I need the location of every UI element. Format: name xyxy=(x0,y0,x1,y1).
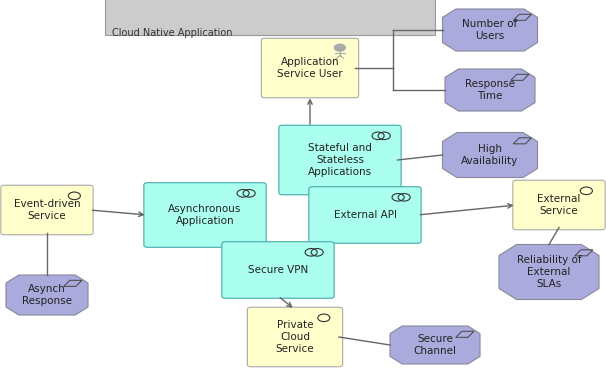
FancyBboxPatch shape xyxy=(1,185,93,235)
FancyBboxPatch shape xyxy=(222,242,334,298)
FancyBboxPatch shape xyxy=(247,307,342,367)
Circle shape xyxy=(335,44,345,51)
Text: Event-driven
Service: Event-driven Service xyxy=(14,199,81,221)
Text: Secure
Channel: Secure Channel xyxy=(413,334,456,356)
FancyBboxPatch shape xyxy=(261,38,359,98)
FancyBboxPatch shape xyxy=(144,183,266,247)
Text: Cloud Native Application: Cloud Native Application xyxy=(112,28,233,38)
Text: Secure VPN: Secure VPN xyxy=(248,265,308,275)
Polygon shape xyxy=(445,69,535,111)
Text: Asynch
Response: Asynch Response xyxy=(22,284,72,306)
Polygon shape xyxy=(442,133,538,178)
Text: Stateful and
Stateless
Applications: Stateful and Stateless Applications xyxy=(308,143,372,177)
Polygon shape xyxy=(390,326,480,364)
FancyBboxPatch shape xyxy=(279,125,401,195)
Polygon shape xyxy=(6,275,88,315)
Text: Asynchronous
Application: Asynchronous Application xyxy=(168,204,242,226)
Text: Response
Time: Response Time xyxy=(465,79,515,101)
Text: Application
Service User: Application Service User xyxy=(277,57,343,79)
FancyBboxPatch shape xyxy=(105,0,435,35)
Text: Reliability of
External
SLAs: Reliability of External SLAs xyxy=(517,256,581,288)
Text: External API: External API xyxy=(333,210,396,220)
FancyBboxPatch shape xyxy=(513,180,605,230)
Text: High
Availability: High Availability xyxy=(461,144,519,166)
Text: External
Service: External Service xyxy=(538,194,581,216)
Text: Private
Cloud
Service: Private Cloud Service xyxy=(276,321,315,353)
Text: Number of
Users: Number of Users xyxy=(462,19,518,41)
FancyBboxPatch shape xyxy=(309,187,421,243)
Polygon shape xyxy=(442,9,538,51)
Polygon shape xyxy=(499,245,599,299)
